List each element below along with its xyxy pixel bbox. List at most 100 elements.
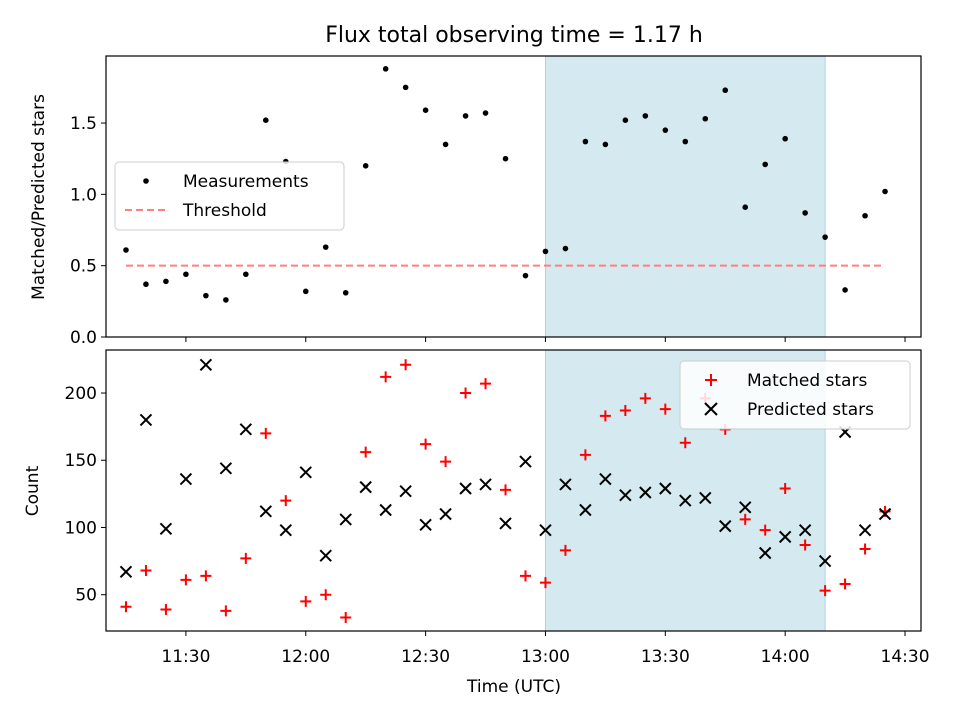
matched-stars-point xyxy=(360,446,372,458)
matched-stars-point xyxy=(480,378,492,390)
predicted-stars-point xyxy=(539,523,552,537)
matched-stars-point xyxy=(120,601,132,613)
ratio-y-tick-label: 1.0 xyxy=(70,185,97,205)
matched-stars-point xyxy=(140,564,152,576)
x-tick-label: 13:00 xyxy=(521,647,570,667)
measurements-point xyxy=(662,127,669,133)
measurements-point xyxy=(742,204,749,210)
matched-stars-point xyxy=(220,605,232,617)
predicted-stars-point xyxy=(319,549,332,562)
matched-stars-point xyxy=(779,482,791,494)
matched-stars-point xyxy=(659,403,671,415)
legend-predicted-label: Predicted stars xyxy=(747,400,874,420)
legend-matched-marker xyxy=(705,374,717,386)
predicted-stars-point xyxy=(639,486,652,499)
measurements-point xyxy=(542,248,549,255)
x-tick-label: 14:00 xyxy=(761,647,810,667)
ratio-y-tick-label: 1.5 xyxy=(70,114,97,134)
counts-y-tick-label: 200 xyxy=(65,384,97,404)
measurements-point xyxy=(682,138,689,145)
predicted-stars-point xyxy=(818,554,832,568)
measurements-point xyxy=(762,161,768,168)
predicted-stars-point xyxy=(179,472,193,486)
counts-legend-box xyxy=(679,360,911,430)
x-tick-label: 14:30 xyxy=(881,647,930,667)
predicted-stars-point xyxy=(699,491,712,505)
chart-title: Flux total observing time = 1.17 h xyxy=(325,23,703,48)
matched-stars-point xyxy=(559,544,571,556)
measurements-point xyxy=(123,247,129,253)
matched-stars-point xyxy=(320,589,332,601)
measurements-point xyxy=(342,289,349,296)
measurements-point xyxy=(802,210,808,216)
x-axis-label: Time (UTC) xyxy=(466,677,561,697)
predicted-stars-point xyxy=(339,513,352,526)
measurements-point xyxy=(302,288,309,295)
x-tick-label: 12:00 xyxy=(281,647,330,667)
matched-stars-point xyxy=(739,513,751,525)
predicted-stars-point xyxy=(479,478,492,491)
counts-panel-ylabel: Count xyxy=(23,465,43,516)
predicted-stars-point xyxy=(519,455,532,468)
measurements-point xyxy=(223,297,229,303)
ratio-legend-box xyxy=(114,161,345,231)
matched-stars-point xyxy=(380,371,392,383)
measurements-point xyxy=(362,163,369,169)
measurements-point xyxy=(562,245,569,252)
predicted-stars-point xyxy=(419,518,432,531)
ratio-shaded-interval xyxy=(544,55,826,338)
ratio-panel-frame xyxy=(105,55,922,338)
legend-measurements-label: Measurements xyxy=(183,172,309,192)
predicted-stars-point xyxy=(279,523,292,537)
predicted-stars-point xyxy=(798,523,812,537)
x-tick-label: 13:30 xyxy=(641,647,690,667)
matched-stars-point xyxy=(420,438,432,450)
legend-matched-label: Matched stars xyxy=(747,371,867,391)
measurements-point xyxy=(243,271,249,278)
predicted-stars-point xyxy=(659,482,672,495)
predicted-stars-point xyxy=(758,546,772,560)
measurements-point xyxy=(842,287,848,293)
predicted-stars-point xyxy=(459,482,472,495)
predicted-stars-point xyxy=(199,358,213,371)
predicted-stars-point xyxy=(559,478,572,491)
predicted-stars-point xyxy=(599,472,612,486)
x-tick-label: 11:30 xyxy=(161,647,210,667)
measurements-point xyxy=(263,117,269,123)
measurements-point xyxy=(382,66,389,72)
predicted-stars-point xyxy=(499,517,512,530)
predicted-stars-point xyxy=(739,501,752,514)
measurements-point xyxy=(702,115,709,122)
measurements-point xyxy=(622,117,629,123)
measurements-point xyxy=(782,135,788,142)
measurements-point xyxy=(502,155,509,162)
measurements-point xyxy=(582,138,589,145)
measurements-point xyxy=(322,244,329,250)
counts-y-tick-label: 150 xyxy=(65,451,97,471)
predicted-stars-point xyxy=(379,503,392,517)
legend-threshold-label: Threshold xyxy=(182,201,267,221)
matched-stars-point xyxy=(460,387,472,399)
matched-stars-point xyxy=(340,612,352,624)
legend-predicted-marker xyxy=(704,402,718,416)
predicted-stars-point xyxy=(219,462,233,475)
matched-stars-point xyxy=(240,552,252,564)
matched-stars-point xyxy=(440,456,452,468)
measurements-point xyxy=(522,272,529,279)
ratio-panel-ylabel: Matched/Predicted stars xyxy=(29,94,49,300)
predicted-stars-point xyxy=(139,413,153,427)
measurements-point xyxy=(163,278,169,285)
predicted-stars-point xyxy=(299,466,312,479)
measurements-point xyxy=(822,234,828,240)
predicted-stars-point xyxy=(579,503,592,517)
matched-stars-point xyxy=(619,405,631,417)
measurements-point xyxy=(442,141,449,148)
predicted-stars-point xyxy=(858,523,872,537)
counts-y-tick-label: 100 xyxy=(65,518,97,538)
matched-stars-point xyxy=(300,595,312,607)
ratio-y-tick-label: 0.0 xyxy=(70,328,97,348)
measurements-point xyxy=(183,271,189,278)
counts-panel-frame xyxy=(105,349,922,632)
measurements-point xyxy=(422,107,429,114)
